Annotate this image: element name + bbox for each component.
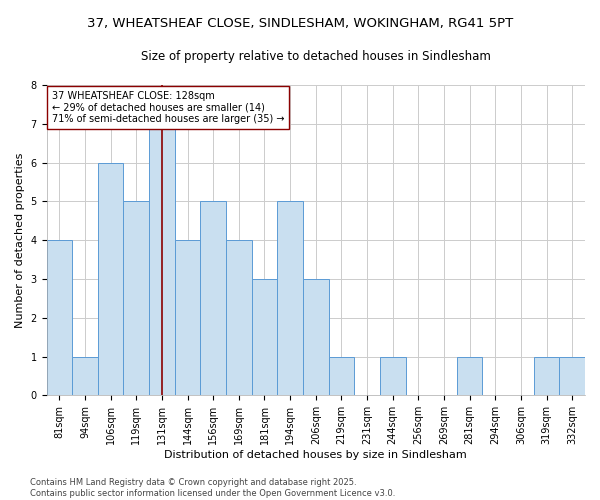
Bar <box>124 202 149 396</box>
Title: Size of property relative to detached houses in Sindlesham: Size of property relative to detached ho… <box>141 50 491 63</box>
Bar <box>303 279 329 396</box>
Text: 37, WHEATSHEAF CLOSE, SINDLESHAM, WOKINGHAM, RG41 5PT: 37, WHEATSHEAF CLOSE, SINDLESHAM, WOKING… <box>87 18 513 30</box>
Bar <box>72 356 98 396</box>
Bar <box>200 202 226 396</box>
Bar <box>277 202 303 396</box>
Bar <box>329 356 354 396</box>
Bar <box>149 124 175 396</box>
Bar <box>251 279 277 396</box>
Bar <box>559 356 585 396</box>
Bar <box>380 356 406 396</box>
Bar <box>226 240 251 396</box>
Text: Contains HM Land Registry data © Crown copyright and database right 2025.
Contai: Contains HM Land Registry data © Crown c… <box>30 478 395 498</box>
Bar <box>175 240 200 396</box>
X-axis label: Distribution of detached houses by size in Sindlesham: Distribution of detached houses by size … <box>164 450 467 460</box>
Text: 37 WHEATSHEAF CLOSE: 128sqm
← 29% of detached houses are smaller (14)
71% of sem: 37 WHEATSHEAF CLOSE: 128sqm ← 29% of det… <box>52 91 284 124</box>
Bar <box>98 162 124 396</box>
Bar <box>457 356 482 396</box>
Y-axis label: Number of detached properties: Number of detached properties <box>15 152 25 328</box>
Bar <box>534 356 559 396</box>
Bar <box>47 240 72 396</box>
